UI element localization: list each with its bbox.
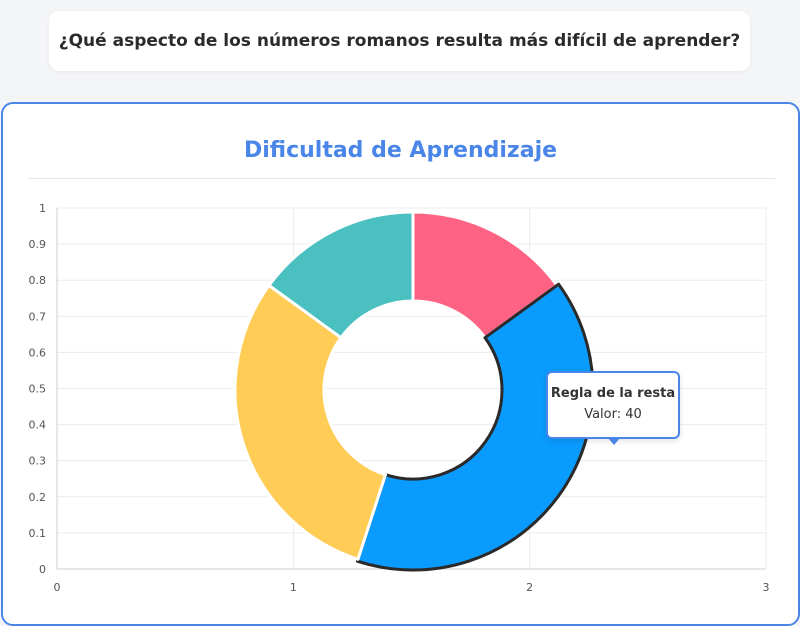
tooltip-title: Regla de la resta bbox=[550, 386, 676, 401]
question-card: ¿Qué aspecto de los números romanos resu… bbox=[49, 11, 750, 71]
x-tick-label: 2 bbox=[526, 581, 533, 594]
y-tick-label: 0.3 bbox=[29, 455, 47, 468]
y-tick-label: 0.9 bbox=[29, 238, 47, 251]
y-tick-label: 0 bbox=[39, 563, 46, 576]
doughnut-slice bbox=[267, 210, 415, 340]
x-tick-label: 1 bbox=[290, 581, 297, 594]
x-tick-label: 0 bbox=[54, 581, 61, 594]
y-tick-label: 0.8 bbox=[29, 274, 47, 287]
title-divider bbox=[28, 178, 775, 179]
y-tick-label: 0.5 bbox=[29, 383, 47, 396]
question-text: ¿Qué aspecto de los números romanos resu… bbox=[58, 31, 741, 51]
y-tick-label: 0.7 bbox=[29, 310, 47, 323]
tooltip-value: Valor: 40 bbox=[584, 407, 642, 422]
doughnut-slice bbox=[233, 283, 387, 561]
doughnut-slice bbox=[411, 210, 559, 340]
y-tick-label: 0.6 bbox=[29, 346, 47, 359]
x-tick-label: 3 bbox=[763, 581, 770, 594]
y-tick-label: 1 bbox=[39, 202, 46, 215]
chart-tooltip: Regla de la resta Valor: 40 bbox=[546, 371, 680, 445]
chart-title: Dificultad de Aprendizaje bbox=[243, 138, 558, 163]
y-tick-label: 0.4 bbox=[29, 419, 47, 432]
y-tick-label: 0.1 bbox=[29, 527, 47, 540]
y-tick-label: 0.2 bbox=[29, 491, 47, 504]
